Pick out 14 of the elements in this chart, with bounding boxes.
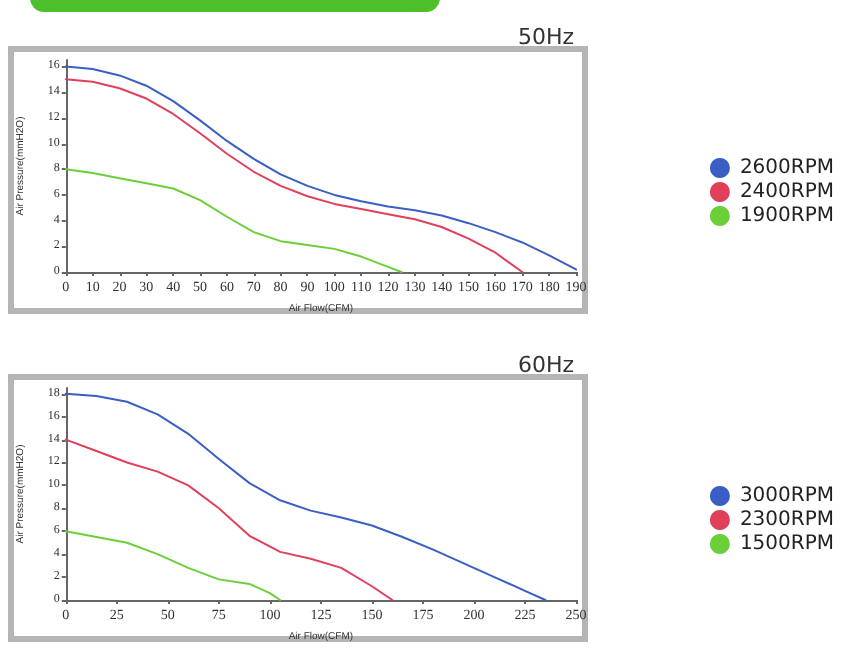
legend-label: 2600RPM xyxy=(739,157,835,179)
line-series xyxy=(64,438,394,601)
line-series xyxy=(64,168,403,273)
line-series xyxy=(64,392,547,601)
legend-label: 3000RPM xyxy=(739,485,835,507)
chart-title: 50Hz xyxy=(517,24,575,50)
legend-label: 1500RPM xyxy=(739,533,835,555)
line-series xyxy=(64,530,282,601)
chart-title: 60Hz xyxy=(517,352,575,378)
line-series xyxy=(64,65,577,271)
legend-label: 2300RPM xyxy=(739,509,835,531)
line-series xyxy=(64,78,524,273)
legend-label: 1900RPM xyxy=(739,205,835,227)
legend-label: 2400RPM xyxy=(739,181,835,203)
